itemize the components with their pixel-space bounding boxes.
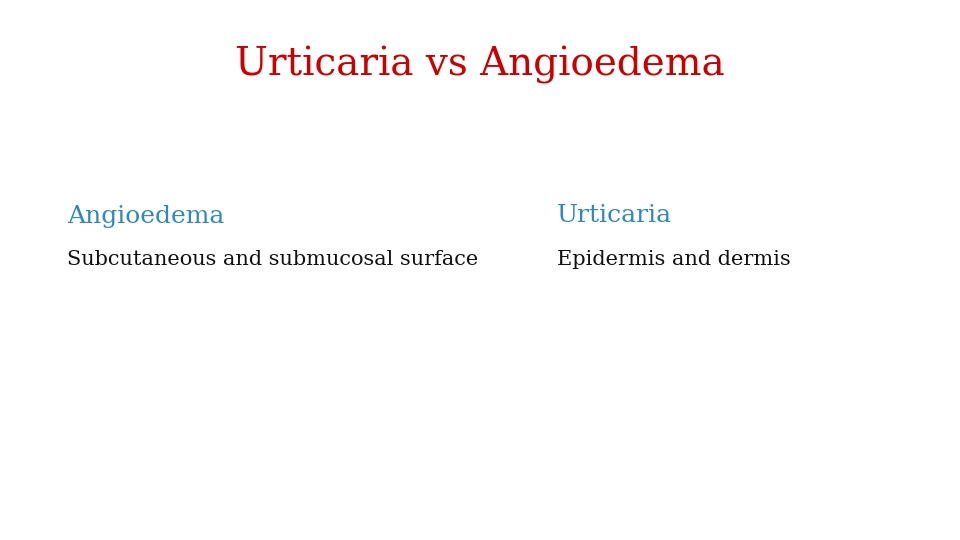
Text: Epidermis and dermis: Epidermis and dermis — [557, 249, 790, 269]
Text: Subcutaneous and submucosal surface: Subcutaneous and submucosal surface — [67, 249, 478, 269]
Text: Angioedema: Angioedema — [67, 205, 225, 227]
Text: Urticaria: Urticaria — [557, 205, 672, 227]
Text: Urticaria vs Angioedema: Urticaria vs Angioedema — [235, 46, 725, 84]
